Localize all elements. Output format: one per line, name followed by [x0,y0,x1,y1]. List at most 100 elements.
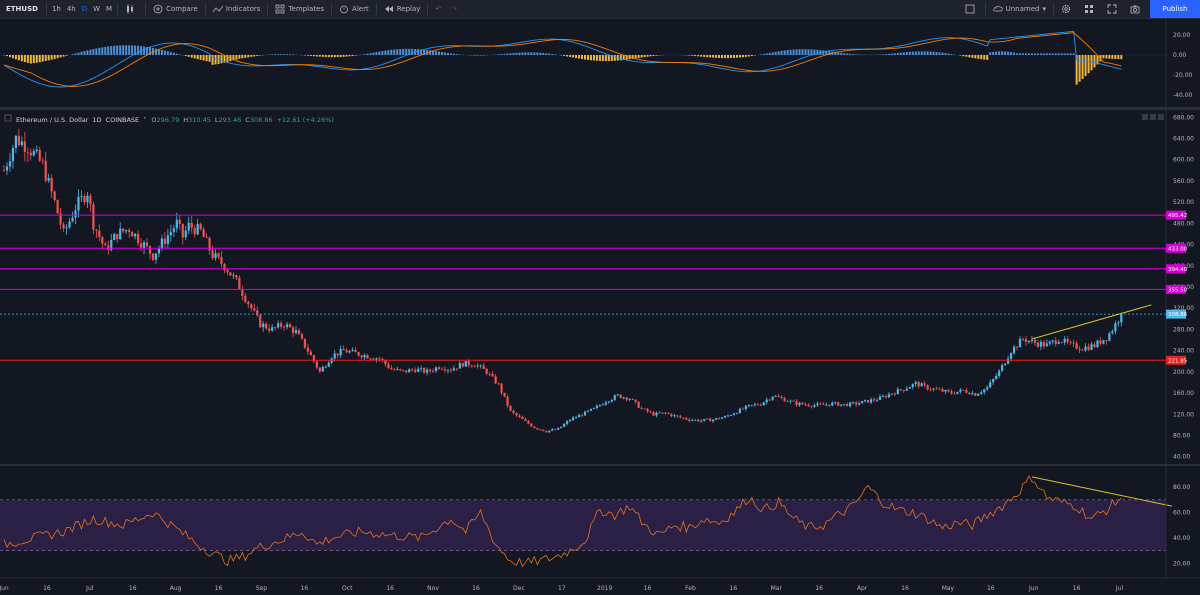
redo-button[interactable]: ↷ [451,5,458,13]
candle-108 [324,366,327,368]
macd-line [3,30,1122,88]
macd-hist-bar-346 [1033,53,1036,55]
legend-dropdown-icon[interactable]: ˅ [143,116,147,124]
macd-hist-bar-36 [110,46,113,55]
macd-hist-bar-269 [804,49,807,55]
price-axis-tick-0: 40.00 [1173,454,1190,461]
macd-hist-bar-241 [721,55,724,59]
candle-249 [744,405,747,410]
candle-144 [431,370,435,372]
candle-295 [881,396,885,397]
macd-hist-bar-370 [1105,55,1108,59]
candle-34 [104,243,107,246]
macd-hist-bar-213 [637,55,640,59]
candle-92 [277,323,280,328]
macd-hist-bar-340 [1016,53,1019,55]
candle-322 [962,389,965,391]
fullscreen-button[interactable] [1102,0,1125,18]
macd-hist-bar-134 [402,48,405,55]
macd-hist-bar-272 [813,49,816,55]
candle-103 [309,351,312,356]
candle-33 [101,237,104,244]
settings-button[interactable] [1056,0,1079,18]
legend-close-label: C [245,116,250,124]
candle-21 [65,227,68,229]
candle-106 [318,367,321,372]
macd-hist-bar-136 [408,48,411,55]
candle-263 [786,401,789,403]
candle-195 [583,411,587,416]
candle-80 [241,289,244,296]
interval-selector: 1h 4h D W M [49,0,115,18]
candle-345 [1030,339,1034,341]
candle-41 [125,230,128,232]
macd-hist-bar-373 [1114,55,1117,60]
templates-label: Templates [288,5,325,13]
candle-313 [935,388,938,390]
candle-299 [893,393,896,395]
candle-326 [974,393,977,396]
interval-1h[interactable]: 1h [51,5,61,13]
interval-D[interactable]: D [81,5,88,13]
fullscreen-square-button[interactable] [960,0,983,18]
candle-256 [765,399,768,403]
macd-hist-bar-199 [595,55,598,61]
replay-button[interactable]: Replay [379,0,426,18]
indicators-button[interactable]: Indicators [208,0,266,18]
price-level-label-bg-1 [1166,243,1186,253]
snapshot-button[interactable] [1125,0,1148,18]
candle-372 [1111,331,1114,334]
macd-hist-bar-318 [950,53,953,55]
layout-grid-button[interactable] [1079,0,1102,18]
candle-319 [953,393,956,395]
candle-197 [589,408,593,411]
symbol-search[interactable]: ETHUSD [6,5,38,13]
interval-M[interactable]: M [106,5,113,13]
chart-type-button[interactable] [120,0,143,18]
candle-281 [840,404,843,406]
candle-261 [780,396,783,398]
candle-76 [229,272,232,276]
candle-209 [625,397,628,400]
candle-131 [393,369,396,371]
candle-169 [506,396,509,406]
alert-button[interactable]: Alert [334,0,374,18]
time-axis-tick-16: Feb [685,585,696,592]
macd-hist-bar-234 [700,55,703,57]
legend-open: 296.79 [156,116,180,124]
macd-hist-bar-242 [724,55,727,59]
candle-87 [262,323,265,328]
macd-hist-bar-105 [315,55,318,57]
macd-hist-bar-247 [738,55,741,58]
macd-hist-bar-270 [807,49,810,55]
candle-174 [521,416,524,420]
macd-hist-bar-16 [50,55,53,60]
undo-button[interactable]: ↶ [435,5,442,13]
candle-310 [926,385,929,390]
candle-181 [542,429,545,432]
candle-359 [1072,342,1075,344]
publish-button[interactable]: Publish [1150,0,1200,18]
candle-112 [336,353,339,356]
candle-272 [813,405,816,407]
candle-282 [843,404,846,405]
candle-167 [500,383,503,393]
candle-297 [887,394,891,398]
interval-W[interactable]: W [93,5,101,13]
templates-button[interactable]: Templates [270,0,329,18]
macd-hist-bar-15 [47,55,50,61]
macd-hist-bar-122 [366,53,369,55]
macd-hist-bar-112 [336,55,339,58]
layout-name-button[interactable]: Unnamed ▾ [988,0,1051,18]
macd-hist-bar-327 [977,55,980,59]
macd-hist-bar-75 [226,55,229,62]
macd-hist-bar-364 [1087,55,1090,74]
interval-4h[interactable]: 4h [66,5,76,13]
macd-hist-bar-42 [128,45,131,55]
compare-button[interactable]: Compare [148,0,203,18]
macd-hist-bar-360 [1075,55,1078,85]
candle-317 [947,389,950,392]
candle-251 [750,404,753,406]
price-trend-line [1031,304,1152,340]
